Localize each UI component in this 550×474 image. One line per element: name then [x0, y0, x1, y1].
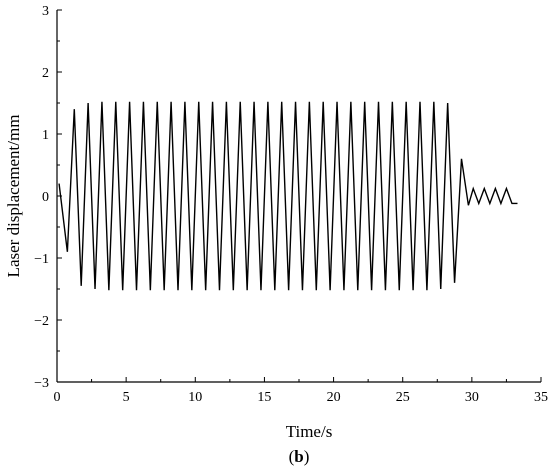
y-tick-label: −2 — [34, 314, 49, 329]
y-tick-label: −3 — [34, 376, 49, 391]
x-tick-label: 15 — [257, 390, 271, 405]
series-line — [58, 101, 518, 291]
y-axis-label: Laser displacement/mm — [4, 115, 23, 278]
x-axis-label: Time/s — [286, 422, 333, 441]
x-tick-label: 35 — [534, 390, 548, 405]
y-tick-label: 2 — [42, 66, 49, 81]
x-tick-label: 5 — [123, 390, 130, 405]
y-tick-label: 0 — [42, 190, 49, 205]
y-ticks: 3 2 1 0 −1 −2 −3 — [34, 4, 62, 391]
y-tick-label: 3 — [42, 4, 49, 19]
x-tick-label: 30 — [465, 390, 479, 405]
x-tick-label: 10 — [188, 390, 202, 405]
x-tick-label: 25 — [396, 390, 410, 405]
figure-caption: (b) — [289, 447, 310, 466]
y-tick-label: 1 — [42, 128, 49, 143]
caption-close-paren: ) — [304, 447, 310, 466]
caption-label: b — [294, 447, 303, 466]
x-tick-label: 0 — [54, 390, 61, 405]
caption-open-paren: ( — [289, 447, 295, 466]
x-tick-label: 20 — [327, 390, 341, 405]
x-ticks: 0 5 10 15 20 25 30 35 — [54, 377, 548, 405]
y-tick-label: −1 — [34, 252, 49, 267]
